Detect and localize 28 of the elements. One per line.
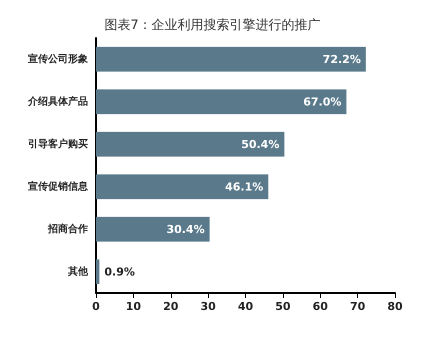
x-tick-label: 10 [126, 300, 142, 313]
chart-title: 图表7：企业利用搜索引擎进行的推广 [104, 18, 321, 33]
data-label: 50.4% [241, 138, 280, 151]
y-tick-label: 招商合作 [47, 222, 88, 235]
x-tick-label: 40 [238, 300, 254, 313]
x-tick-label: 0 [92, 300, 100, 313]
data-label: 0.9% [104, 265, 135, 278]
y-tick-label: 引导客户购买 [28, 138, 88, 150]
x-tick-label: 80 [387, 300, 403, 313]
y-tick-label: 宣传公司形象 [28, 52, 88, 65]
data-label: 30.4% [166, 222, 205, 236]
x-tick-label: 20 [163, 300, 179, 313]
bar [96, 174, 268, 200]
data-label: 46.1% [225, 180, 264, 194]
data-label: 72.2% [322, 52, 361, 66]
y-tick-label: 其他 [67, 265, 89, 278]
bar [96, 89, 346, 114]
x-tick-label: 70 [350, 300, 366, 313]
bar [96, 216, 210, 242]
bar [96, 46, 366, 72]
x-tick-label: 30 [200, 300, 216, 313]
y-tick-label: 宣传促销信息 [28, 180, 89, 192]
data-label: 67.0% [303, 95, 342, 108]
x-tick-label: 60 [312, 300, 328, 313]
bar [96, 259, 100, 284]
x-tick-label: 50 [275, 300, 291, 313]
y-tick-label: 介绍具体产品 [27, 95, 88, 108]
bar [96, 132, 284, 157]
